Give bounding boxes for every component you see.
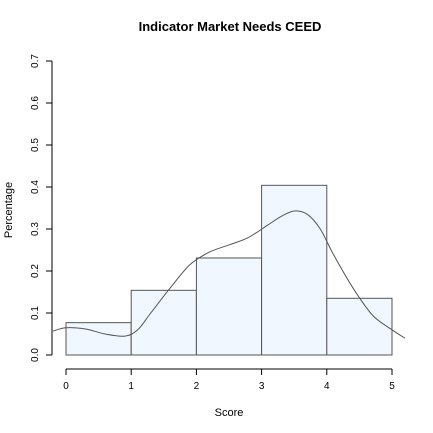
density-curve xyxy=(52,210,406,339)
y-tick-label: 0.6 xyxy=(30,96,41,110)
chart-title: Indicator Market Needs CEED xyxy=(139,19,322,34)
y-tick-label: 0.1 xyxy=(30,306,41,320)
y-axis: 0.0 0.1 0.2 0.3 0.4 0.5 0.6 0.7 xyxy=(30,54,53,362)
y-tick-label: 0.5 xyxy=(30,138,41,152)
x-tick-label: 3 xyxy=(259,381,265,392)
x-tick-label: 4 xyxy=(324,381,330,392)
x-tick-label: 0 xyxy=(63,381,69,392)
x-tick-label: 1 xyxy=(128,381,134,392)
y-axis-label: Percentage xyxy=(3,182,15,238)
histogram-bar xyxy=(195,257,263,356)
histogram-bar xyxy=(326,297,393,356)
x-axis: 0 1 2 3 4 5 xyxy=(63,368,395,392)
y-tick-label: 0.2 xyxy=(30,264,41,278)
histogram-bar xyxy=(261,184,328,356)
y-tick-label: 0.4 xyxy=(30,180,41,194)
x-axis-label: Score xyxy=(215,407,244,419)
y-tick-label: 0.0 xyxy=(30,348,41,362)
y-tick-label: 0.3 xyxy=(30,222,41,236)
x-tick-label: 5 xyxy=(389,381,395,392)
y-tick-label: 0.7 xyxy=(30,54,41,68)
histogram-bar xyxy=(130,289,197,356)
bars xyxy=(65,184,393,356)
x-tick-label: 2 xyxy=(194,381,200,392)
